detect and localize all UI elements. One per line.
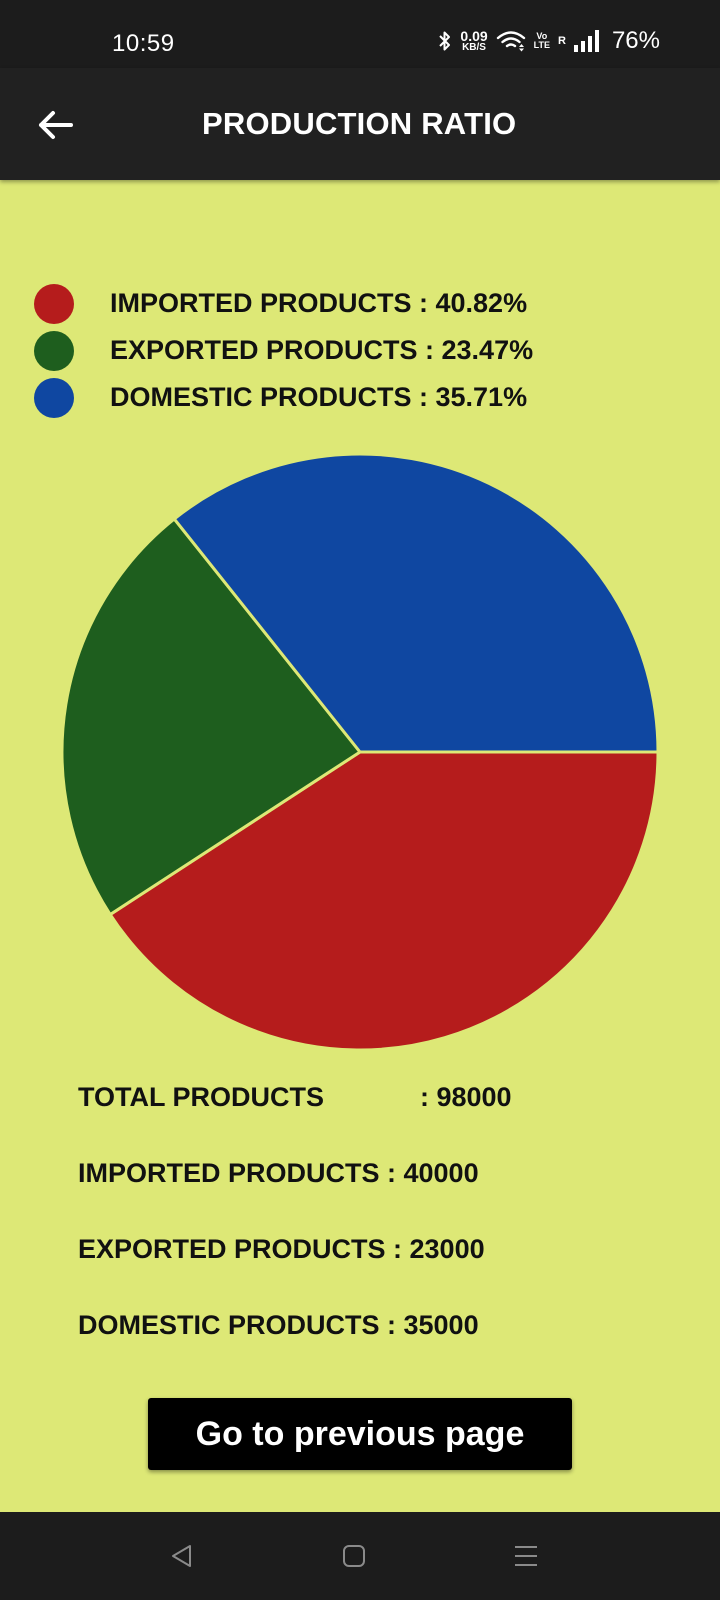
battery-level: 76% — [611, 27, 660, 54]
pie-slice-domestic-products — [172, 452, 660, 754]
back-button[interactable] — [30, 100, 80, 150]
status-bar: 10:59 0.09 KB/S Vo LTE R 76% — [0, 0, 720, 68]
nav-home-button[interactable] — [334, 1536, 374, 1576]
domestic-products-row: DOMESTIC PRODUCTS : 35000 — [78, 1310, 479, 1340]
legend-dot-exported — [34, 330, 74, 371]
arrow-left-icon — [39, 111, 73, 139]
volte-indicator: Vo LTE — [533, 31, 550, 50]
legend-item-imported: IMPORTED PRODUCTS : 40.82% — [34, 280, 533, 327]
app-bar: PRODUCTION RATIO — [0, 68, 720, 180]
exported-products-row: EXPORTED PRODUCTS : 23000 — [78, 1234, 485, 1264]
go-to-previous-page-button[interactable]: Go to previous page — [148, 1398, 572, 1470]
pie-chart-svg — [60, 452, 660, 1052]
legend-dot-imported — [34, 283, 74, 324]
legend-label-imported: IMPORTED PRODUCTS : 40.82% — [110, 288, 528, 318]
legend-item-domestic: DOMESTIC PRODUCTS : 35.71% — [34, 374, 533, 421]
hamburger-menu-icon — [515, 1546, 537, 1566]
total-products-row: TOTAL PRODUCTS : 98000 — [78, 1082, 512, 1158]
page-title: PRODUCTION RATIO — [202, 106, 517, 141]
total-products-label: TOTAL PRODUCTS — [78, 1082, 325, 1112]
legend-label-domestic: DOMESTIC PRODUCTS : 35.71% — [110, 382, 528, 412]
legend-dot-domestic — [34, 377, 74, 418]
pie-chart — [58, 450, 662, 1054]
square-home-icon — [343, 1545, 365, 1567]
nav-back-button[interactable] — [162, 1536, 202, 1576]
pie-slice-exported-products — [60, 517, 362, 917]
chart-legend: IMPORTED PRODUCTS : 40.82% EXPORTED PROD… — [34, 280, 533, 421]
system-nav-bar — [0, 1512, 720, 1600]
network-speed: 0.09 KB/S — [460, 28, 488, 53]
status-icons: 0.09 KB/S Vo LTE R 76% — [438, 26, 660, 56]
wifi-icon — [496, 31, 525, 52]
legend-label-exported: EXPORTED PRODUCTS : 23.47% — [110, 335, 534, 365]
signal-icon — [573, 30, 599, 52]
triangle-back-icon — [172, 1545, 191, 1567]
totals-list: TOTAL PRODUCTS : 98000 IMPORTED PRODUCTS… — [78, 1082, 512, 1386]
bluetooth-icon — [439, 31, 451, 51]
total-products-value: : 98000 — [420, 1082, 512, 1112]
status-time: 10:59 — [112, 30, 175, 57]
legend-item-exported: EXPORTED PRODUCTS : 23.47% — [34, 327, 533, 374]
roaming-indicator: R — [558, 35, 566, 47]
imported-products-row: IMPORTED PRODUCTS : 40000 — [78, 1158, 479, 1188]
nav-menu-button[interactable] — [506, 1536, 546, 1576]
